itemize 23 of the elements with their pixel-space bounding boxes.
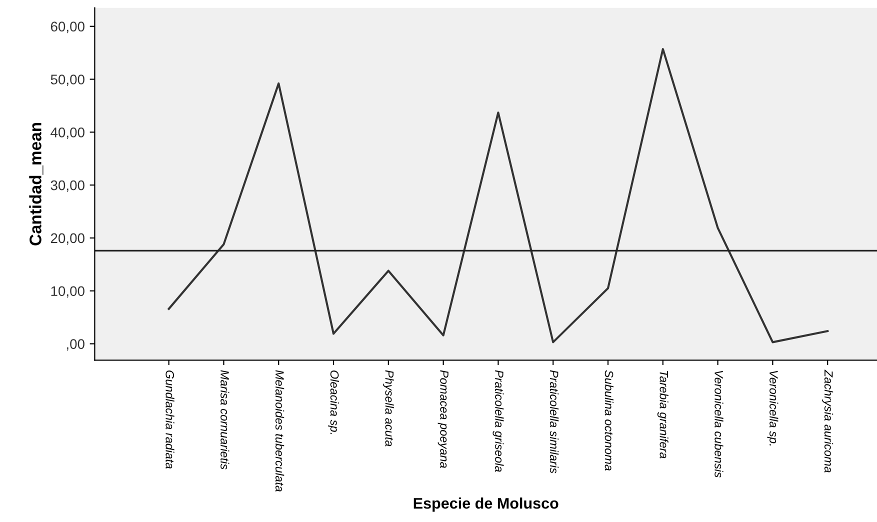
x-tick-label: Veronicella sp. xyxy=(767,370,778,446)
x-tick-label: Gundlachia radiata xyxy=(166,370,174,469)
x-tick-label: Praticolella similaris xyxy=(550,370,559,474)
y-axis-title: Cantidad_mean xyxy=(29,122,44,246)
x-tick-label: Praticolella griseola xyxy=(492,370,504,472)
x-tick-label: Tarebia granifera xyxy=(657,370,668,458)
y-tick-label: ,00 xyxy=(66,339,84,351)
x-tick-label: Marisa cornuarietis xyxy=(220,370,230,470)
y-tick-label: 60,00 xyxy=(50,22,84,34)
y-tick-label: 40,00 xyxy=(50,127,84,139)
x-tick-label: Veronicella cubensis xyxy=(714,370,724,478)
line-series xyxy=(168,48,829,344)
y-tick-label: 10,00 xyxy=(51,286,84,298)
x-tick-label: Physella acuta xyxy=(382,370,394,446)
x-tick-label: Oleacina sp. xyxy=(328,370,340,434)
x-tick-label: Pomacea poeyana xyxy=(438,370,448,468)
x-tick-label: Zachrysia auricoma xyxy=(822,370,834,473)
x-axis-title: Especie de Molusco xyxy=(414,498,558,512)
y-tick-label: 30,00 xyxy=(50,180,84,192)
x-tick-label: Subulina octonoma xyxy=(604,370,614,471)
y-tick-label: 20,00 xyxy=(50,233,84,245)
y-tick-label: 50,00 xyxy=(50,74,84,86)
x-tick-label: Melanoides tuberculata xyxy=(275,370,284,492)
